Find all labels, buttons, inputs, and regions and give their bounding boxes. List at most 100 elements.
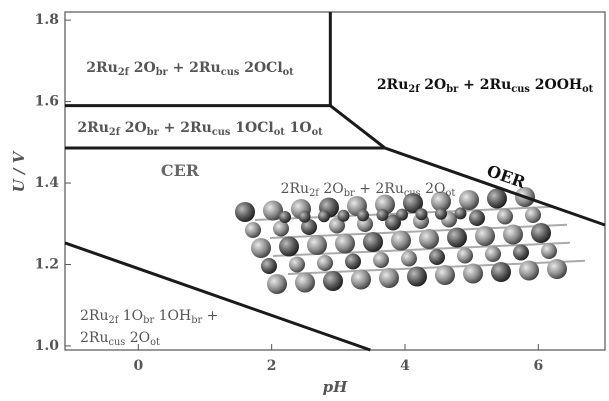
- bond: [327, 252, 354, 253]
- y-axis-label: U / V: [10, 150, 28, 192]
- y-tick-label: 1.8: [35, 12, 59, 28]
- bond: [525, 207, 552, 208]
- region-label: 2Ru2f 2Obr + 2Rucus 2OOHot: [377, 77, 594, 95]
- atom: [469, 210, 485, 226]
- subscript: cus: [212, 127, 231, 138]
- subscript: 2f: [408, 84, 420, 95]
- x-tick-label: 0: [133, 358, 143, 374]
- label-part: 1OH: [154, 308, 191, 324]
- subscript: ot: [150, 337, 160, 348]
- atom: [377, 209, 389, 221]
- atom: [457, 248, 473, 264]
- atom: [435, 208, 447, 220]
- atom: [338, 210, 350, 222]
- atom: [419, 229, 439, 249]
- atom: [295, 273, 315, 293]
- atom: [513, 245, 529, 261]
- region-label: OER: [485, 161, 529, 192]
- subscript: cus: [221, 67, 240, 78]
- atom: [455, 207, 467, 219]
- label-part: 1OCl: [230, 120, 273, 136]
- atom: [401, 251, 417, 267]
- y-tick-label: 1.2: [35, 256, 59, 272]
- chart: pH U / V 02461.01.21.41.61.82Ru2f 2Obr +…: [0, 0, 609, 401]
- subscript: br: [156, 67, 169, 78]
- bond: [498, 208, 525, 209]
- atom: [373, 252, 389, 268]
- atom: [519, 261, 539, 281]
- atom: [547, 259, 567, 279]
- subscript: cus: [511, 84, 530, 95]
- atom: [357, 209, 369, 221]
- label-part: 1O: [118, 308, 143, 324]
- atom: [531, 223, 551, 243]
- atom: [503, 225, 523, 245]
- atom: [323, 271, 343, 291]
- atom: [351, 270, 371, 290]
- atom: [279, 237, 299, 257]
- label-part: 2O: [125, 330, 150, 346]
- region-label: 2Ru2f 2Obr + 2Rucus 2Oot: [281, 181, 456, 199]
- subscript: br: [147, 127, 160, 138]
- y-tick-label: 1.6: [35, 94, 59, 110]
- atom: [363, 232, 383, 252]
- label-part: 1O: [285, 120, 312, 136]
- molecule-illustration: [235, 187, 585, 294]
- label-part: + 2Ru: [159, 120, 212, 136]
- atom: [335, 234, 355, 254]
- bond: [435, 248, 462, 249]
- subscript: ot: [446, 188, 456, 199]
- atom: [289, 257, 305, 273]
- label-part: 2Ru: [80, 308, 108, 324]
- atom: [463, 264, 483, 284]
- bond: [471, 209, 498, 210]
- subscript: ot: [582, 84, 594, 95]
- atom: [261, 258, 277, 274]
- atom: [273, 221, 289, 237]
- label-part: 2Ru: [281, 181, 309, 197]
- subscript: br: [446, 84, 459, 95]
- region-label: 2Rucus 2Oot: [80, 330, 160, 348]
- atom: [235, 202, 255, 222]
- bond: [462, 246, 489, 247]
- label-part: 2O: [421, 181, 446, 197]
- atom: [251, 238, 271, 258]
- atom: [307, 235, 327, 255]
- y-tick-label: 1.0: [35, 338, 60, 354]
- atom: [459, 190, 479, 210]
- atom: [429, 249, 445, 265]
- atom: [396, 209, 408, 221]
- label-part: OER: [485, 161, 529, 192]
- x-axis-label: pH: [323, 378, 348, 396]
- atom: [267, 274, 287, 294]
- region-label: 2Ru2f 2Obr + 2Rucus 2OClot: [86, 60, 294, 78]
- atom: [447, 228, 467, 248]
- atom: [318, 210, 330, 222]
- atom: [299, 211, 311, 223]
- region-label: CER: [161, 161, 200, 180]
- label-part: 2O: [319, 181, 344, 197]
- atom: [416, 208, 428, 220]
- subscript: br: [143, 315, 154, 326]
- x-tick-label: 6: [533, 358, 543, 374]
- subscript: ot: [274, 127, 286, 138]
- atom: [487, 189, 507, 209]
- region-label: 2Ru2f 1Obr 1OHbr +: [80, 308, 218, 326]
- y-tick-label: 1.4: [35, 175, 60, 191]
- atom: [435, 265, 455, 285]
- subscript: ot: [312, 127, 324, 138]
- atom: [245, 222, 261, 238]
- page: pH U / V 02461.01.21.41.61.82Ru2f 2Obr +…: [0, 0, 609, 401]
- atom: [407, 267, 427, 287]
- atom: [497, 209, 513, 225]
- atom: [485, 246, 501, 262]
- label-part: 2OOH: [530, 77, 582, 93]
- label-part: 2Ru: [80, 330, 108, 346]
- atom: [475, 226, 495, 246]
- subscript: cus: [108, 337, 125, 348]
- label-part: 2O: [419, 77, 446, 93]
- subscript: br: [191, 315, 202, 326]
- bond: [408, 249, 435, 250]
- subscript: br: [344, 188, 355, 199]
- x-tick-label: 4: [400, 358, 410, 374]
